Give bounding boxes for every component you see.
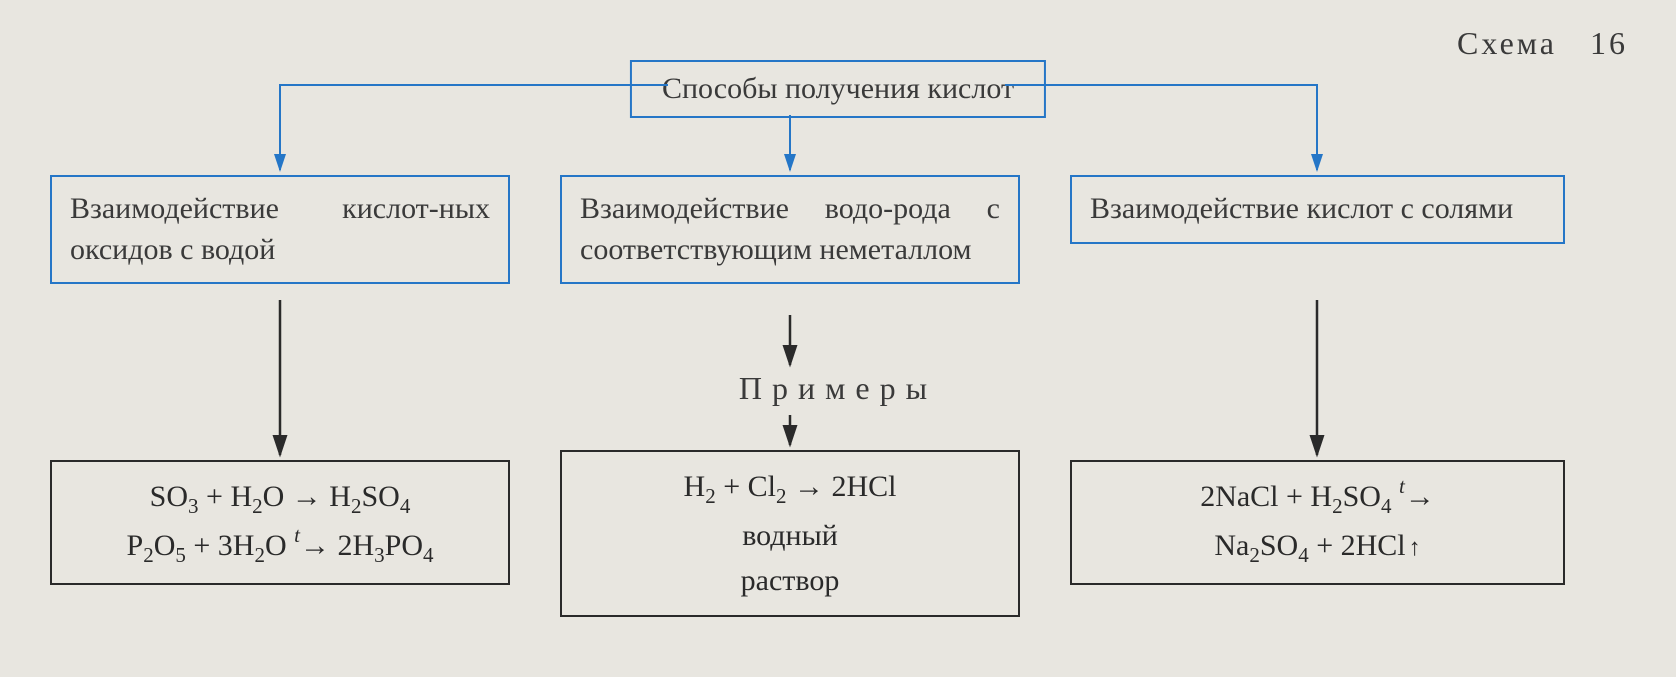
category-box-1: Взаимодействие кислот-ных оксидов с водо… [50, 175, 510, 284]
example-2-line-1: H2 + Cl2 → 2HCl [580, 464, 1000, 513]
example-box-2: H2 + Cl2 → 2HCl водный раствор [560, 450, 1020, 617]
schema-number: 16 [1590, 25, 1628, 61]
example-2-line-2: водный [580, 513, 1000, 558]
example-1-line-2: P2O5 + 3H2O t→ 2H3PO4 [70, 523, 490, 572]
category-box-3: Взаимодействие кислот с солями [1070, 175, 1565, 244]
category-text-1: Взаимодействие кислот-ных оксидов с водо… [70, 192, 490, 266]
category-text-2: Взаимодействие водо-рода с соответствующ… [580, 192, 1000, 266]
example-box-3: 2NaCl + H2SO4 t→ Na2SO4 + 2HCl↑ [1070, 460, 1565, 585]
examples-label: Примеры [739, 370, 937, 407]
category-box-2: Взаимодействие водо-рода с соответствующ… [560, 175, 1020, 284]
schema-label: Схема 16 [1457, 25, 1628, 62]
category-text-3: Взаимодействие кислот с солями [1090, 192, 1513, 225]
example-3-line-1: 2NaCl + H2SO4 t→ [1090, 474, 1545, 523]
examples-label-text: Примеры [739, 370, 937, 406]
title-box: Способы получения кислот [630, 60, 1046, 118]
example-1-line-1: SO3 + H2O → H2SO4 [70, 474, 490, 523]
schema-label-text: Схема [1457, 25, 1557, 61]
example-3-line-2: Na2SO4 + 2HCl↑ [1090, 523, 1545, 572]
example-2-line-3: раствор [580, 558, 1000, 603]
example-box-1: SO3 + H2O → H2SO4 P2O5 + 3H2O t→ 2H3PO4 [50, 460, 510, 585]
title-text: Способы получения кислот [662, 72, 1014, 105]
